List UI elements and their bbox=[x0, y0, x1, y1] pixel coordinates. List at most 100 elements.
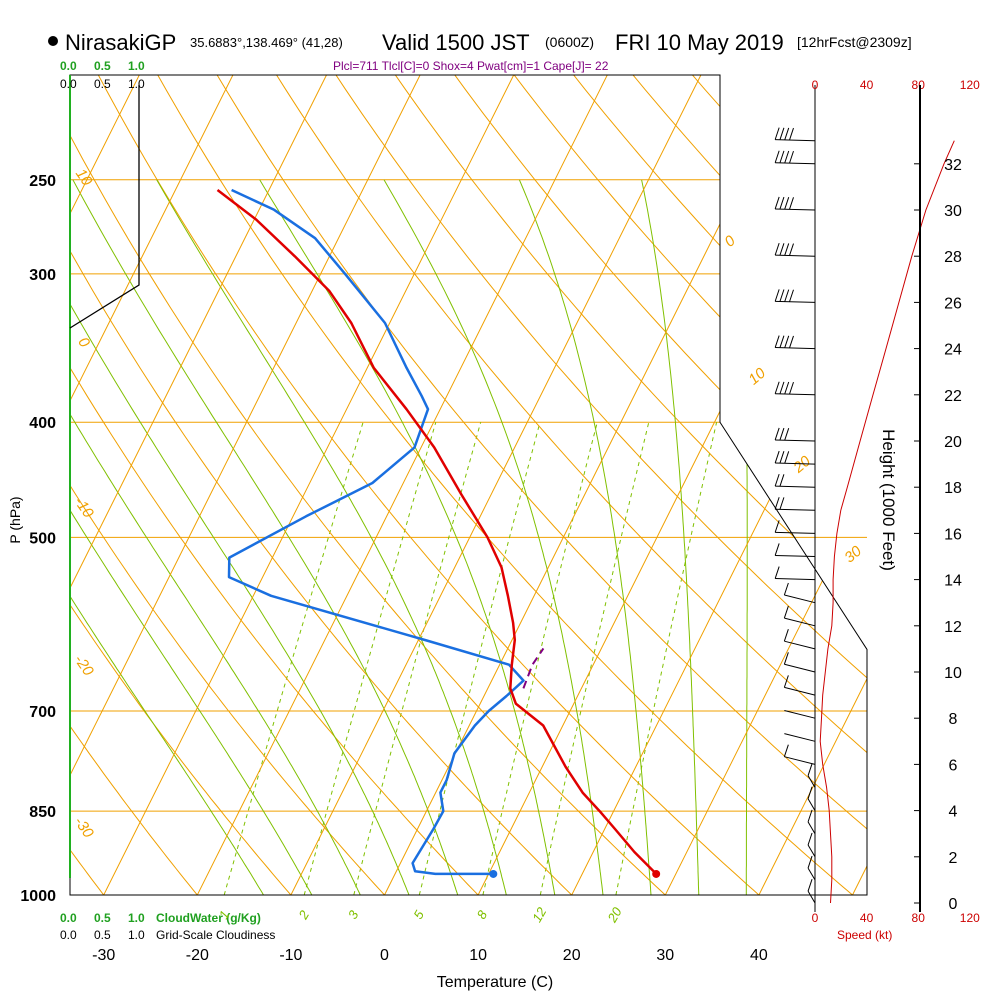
wind-barb bbox=[784, 756, 816, 765]
height-tick: 22 bbox=[944, 388, 962, 405]
surface-dewpoint-dot bbox=[489, 869, 498, 878]
temperature-tick: 40 bbox=[750, 947, 768, 964]
valid-date: FRI 10 May 2019 bbox=[615, 30, 784, 55]
moist-adiabat bbox=[70, 179, 373, 895]
dry-adiabat bbox=[505, 75, 867, 895]
dry-adiabat bbox=[328, 75, 867, 895]
wind-barb bbox=[775, 208, 816, 211]
wind-barb-flag bbox=[779, 497, 785, 510]
isotherm-label: 20 bbox=[789, 452, 814, 477]
isotherm-line bbox=[745, 75, 867, 895]
isotherm-label: 30 bbox=[841, 542, 865, 566]
temperature-axis-label: Temperature (C) bbox=[437, 974, 553, 991]
temperature-tick: 20 bbox=[563, 947, 581, 964]
height-tick: 0 bbox=[949, 896, 958, 913]
wind-barb-flag bbox=[779, 127, 785, 140]
stability-indices: Plcl=711 Tlcl[C]=0 Shox=4 Pwat[cm]=1 Cap… bbox=[333, 59, 609, 73]
temperature-tick: 30 bbox=[656, 947, 674, 964]
isotherm-label: 10 bbox=[745, 364, 769, 388]
station-name: NirasakiGP bbox=[65, 30, 176, 55]
moist-adiabat bbox=[156, 179, 513, 895]
mixing-ratio-line bbox=[223, 422, 364, 895]
isotherm-line bbox=[70, 75, 426, 895]
valid-time-utc: (0600Z) bbox=[545, 34, 594, 50]
wind-barb bbox=[775, 508, 816, 511]
isotherm-line bbox=[70, 75, 145, 895]
dry-adiabat bbox=[565, 75, 867, 895]
wind-barb-flag bbox=[807, 809, 813, 823]
isotherm-label: -30 bbox=[71, 814, 98, 842]
wind-barb bbox=[775, 462, 816, 465]
wind-barb bbox=[775, 554, 816, 557]
surface-temperature-dot bbox=[652, 869, 661, 878]
wind-barb bbox=[784, 640, 816, 650]
wind-barb-flag bbox=[774, 566, 780, 579]
height-tick: 6 bbox=[949, 757, 958, 774]
height-tick: 14 bbox=[944, 573, 962, 590]
wind-barb bbox=[807, 890, 816, 904]
wind-barb-flag bbox=[774, 242, 780, 256]
cloud-tick: 0.5 bbox=[94, 911, 111, 925]
cloud-tick: 0.5 bbox=[94, 59, 111, 73]
height-tick: 10 bbox=[944, 665, 962, 682]
height-tick: 4 bbox=[949, 804, 958, 821]
diagram-lines bbox=[70, 75, 867, 895]
pressure-tick: 400 bbox=[29, 415, 56, 432]
temperature-axis: -30 -20 -10 0 10 20 30 40 bbox=[92, 947, 768, 964]
wind-barb-flag bbox=[784, 289, 790, 302]
wind-barb-flag bbox=[784, 335, 790, 348]
mixing-ratio-label: 20 bbox=[604, 904, 625, 926]
isotherm-line bbox=[70, 75, 333, 895]
height-tick: 18 bbox=[944, 480, 962, 497]
wind-barb-flag bbox=[784, 243, 790, 256]
height-tick: 30 bbox=[944, 203, 962, 220]
wind-barb-flag bbox=[783, 605, 789, 619]
wind-barb bbox=[807, 775, 816, 788]
moist-adiabat bbox=[641, 179, 700, 895]
station-dot-icon bbox=[48, 36, 58, 46]
cloud-ticks-top-black: 0.0 0.5 1.0 bbox=[60, 77, 145, 91]
wind-barb bbox=[807, 798, 816, 811]
isotherm-line bbox=[277, 75, 707, 895]
wind-barb bbox=[775, 139, 816, 142]
wind-barb bbox=[775, 485, 816, 488]
dry-adiabat bbox=[92, 75, 788, 895]
mixing-ratio-label: 5 bbox=[410, 907, 427, 921]
height-axis-label: Height (1000 Feet) bbox=[879, 429, 898, 571]
wind-barb-flag bbox=[807, 832, 813, 846]
wind-barb bbox=[775, 300, 816, 303]
dry-adiabat bbox=[269, 75, 867, 895]
wind-barb bbox=[807, 867, 816, 881]
mixing-ratio-line bbox=[353, 422, 482, 895]
moist-adiabat bbox=[518, 179, 654, 895]
wind-barbs bbox=[774, 127, 816, 904]
plot-border bbox=[69, 74, 868, 896]
dry-adiabat bbox=[70, 75, 124, 895]
cloud-tick: 1.0 bbox=[128, 59, 145, 73]
wind-barb-flag bbox=[784, 428, 790, 441]
height-tick: 8 bbox=[949, 711, 958, 728]
wind-barb-flag bbox=[783, 582, 789, 596]
cloud-tick: 0.0 bbox=[60, 928, 77, 942]
height-tick: 28 bbox=[944, 249, 962, 266]
wind-barb-flag bbox=[783, 675, 789, 688]
wind-barb-flag bbox=[783, 629, 789, 642]
wind-barb bbox=[784, 617, 816, 627]
cloud-tick: 1.0 bbox=[128, 928, 145, 942]
height-tick: 20 bbox=[944, 434, 962, 451]
cloud-ticks-top-green: 0.0 0.5 1.0 bbox=[60, 59, 145, 73]
pressure-tick: 850 bbox=[29, 804, 56, 821]
wind-barb bbox=[775, 578, 816, 581]
wind-barb-flag bbox=[779, 196, 785, 210]
dry-adiabat bbox=[70, 75, 409, 895]
wind-barb-flag bbox=[779, 381, 785, 395]
dry-adiabat bbox=[387, 75, 867, 895]
cloud-tick: 0.0 bbox=[60, 59, 77, 73]
dry-adiabat bbox=[70, 75, 314, 895]
wind-barb-flag bbox=[784, 381, 790, 395]
cloudiness-profile bbox=[69, 85, 140, 329]
wind-panel bbox=[774, 85, 955, 912]
temperature-tick: 0 bbox=[380, 947, 389, 964]
wind-barb-flag bbox=[774, 381, 780, 394]
